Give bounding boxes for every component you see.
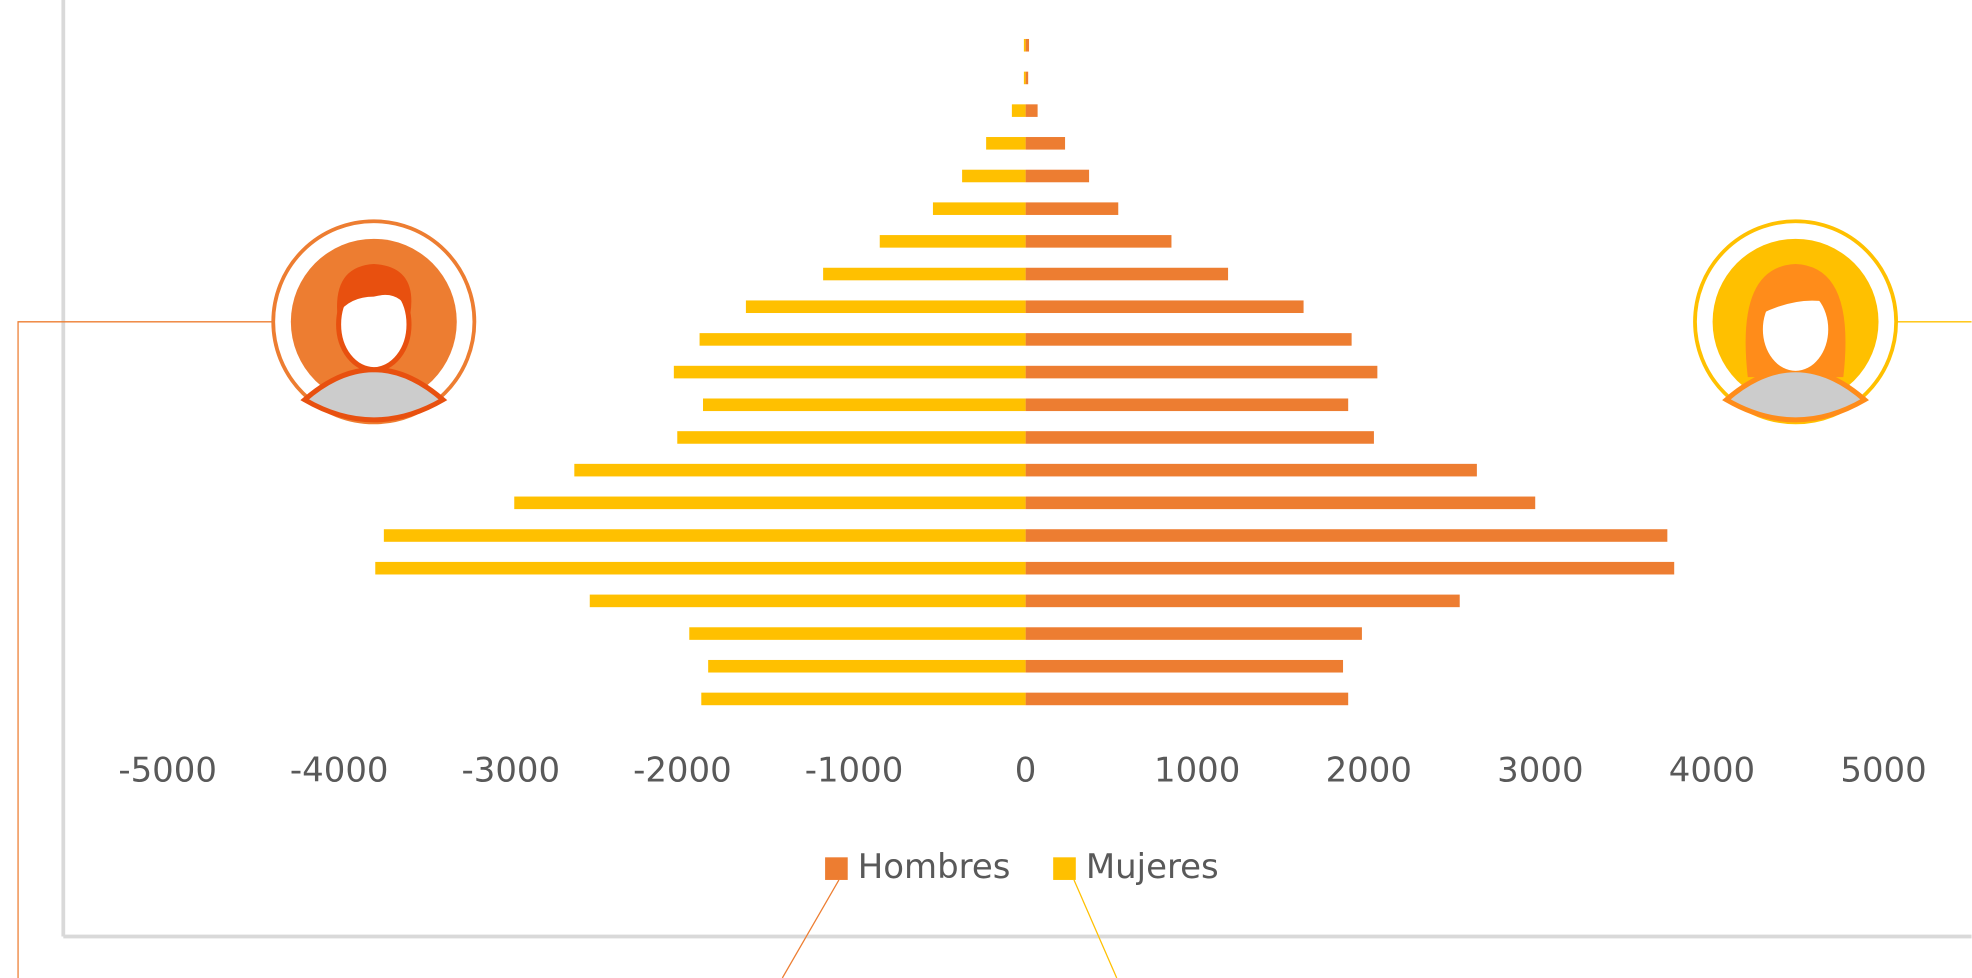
legend-swatch xyxy=(1053,857,1076,880)
bar xyxy=(708,660,1025,673)
bar xyxy=(1026,627,1362,640)
bar xyxy=(1026,398,1349,411)
bar xyxy=(703,398,1026,411)
bar xyxy=(590,595,1026,608)
connector xyxy=(782,880,839,978)
bar xyxy=(1026,464,1477,477)
legend-label: Mujeres xyxy=(1086,847,1219,887)
connector xyxy=(1074,880,1117,978)
x-tick-label: 3000 xyxy=(1497,750,1583,790)
bar xyxy=(1026,268,1228,281)
bar xyxy=(574,464,1025,477)
bar xyxy=(1026,235,1172,248)
x-tick-label: -5000 xyxy=(118,750,217,790)
bar xyxy=(933,202,1026,215)
bar xyxy=(677,431,1025,444)
bar xyxy=(1026,529,1668,542)
x-tick-label: 5000 xyxy=(1840,750,1926,790)
bar xyxy=(823,268,1025,281)
bar xyxy=(1026,202,1119,215)
bar xyxy=(962,170,1025,183)
male-icon xyxy=(273,221,474,422)
bar xyxy=(880,235,1026,248)
bar xyxy=(746,300,1026,313)
x-tick-label: 2000 xyxy=(1326,750,1412,790)
bar xyxy=(1026,562,1675,575)
bar xyxy=(1026,497,1536,510)
bar xyxy=(1012,104,1026,117)
female-icon xyxy=(1695,221,1896,422)
bar xyxy=(1026,431,1374,444)
bar xyxy=(1026,39,1029,52)
bar xyxy=(1026,595,1460,608)
bar xyxy=(1026,366,1378,379)
bar xyxy=(1026,137,1065,150)
bar xyxy=(1026,660,1343,673)
x-tick-label: -3000 xyxy=(462,750,561,790)
legend-swatch xyxy=(825,857,848,880)
chart: -5000 -4000 -3000 -2000 -1000 0 1000 2000 3000 40… xyxy=(0,0,1972,978)
bar xyxy=(1026,104,1038,117)
bar xyxy=(700,333,1026,346)
bar xyxy=(689,627,1025,640)
bar xyxy=(384,529,1026,542)
bar xyxy=(674,366,1026,379)
bar xyxy=(701,693,1025,706)
x-tick-label: -1000 xyxy=(805,750,904,790)
x-tick-label: 1000 xyxy=(1154,750,1240,790)
x-tick-label: -2000 xyxy=(633,750,732,790)
bar xyxy=(375,562,1025,575)
connector xyxy=(18,322,273,978)
bar xyxy=(1026,72,1029,85)
bar xyxy=(1024,39,1026,52)
bar xyxy=(1026,300,1304,313)
bar xyxy=(1026,170,1089,183)
x-tick-label: 4000 xyxy=(1669,750,1755,790)
bar xyxy=(986,137,1025,150)
bar xyxy=(1024,72,1026,85)
x-tick-label: -4000 xyxy=(290,750,389,790)
bar xyxy=(514,497,1025,510)
bar xyxy=(1026,333,1352,346)
bar xyxy=(1026,693,1349,706)
x-tick-label: 0 xyxy=(1015,750,1037,790)
legend-label: Hombres xyxy=(858,847,1011,887)
